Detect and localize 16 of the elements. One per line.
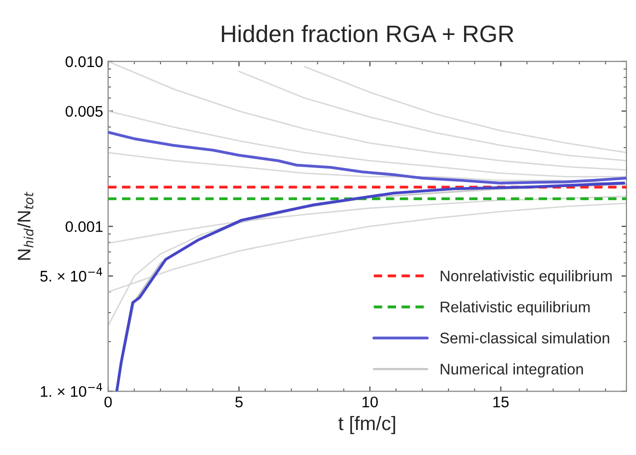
y-tick-label: 0.001 [66, 221, 103, 232]
x-tick-label: 0 [104, 396, 112, 408]
legend-label: Relativistic equilibrium [440, 301, 590, 316]
x-tick-label: 15 [493, 396, 509, 408]
legend-label: Numerical integration [440, 363, 583, 378]
chart-title: Hidden fraction RGA + RGR [222, 24, 514, 42]
x-tick-label: 10 [362, 396, 378, 408]
y-tick-label: 5. × 10$^{−4}$ [40, 268, 102, 282]
y-tick-label: 0.010 [66, 56, 103, 68]
legend-label: Semi-classical simulation [440, 332, 610, 344]
y-tick-label: 1. × 10$^{−4}$ [40, 383, 102, 397]
y-axis-title: N$_{hid}$/N$_{tot}$ [17, 192, 34, 260]
y-tick-label: 0.005 [66, 106, 103, 117]
x-tick-label: 5 [235, 396, 243, 408]
x-axis-title: t [fm/c] [338, 416, 396, 434]
legend-label: Nonrelativistic equilibrium [440, 270, 612, 284]
